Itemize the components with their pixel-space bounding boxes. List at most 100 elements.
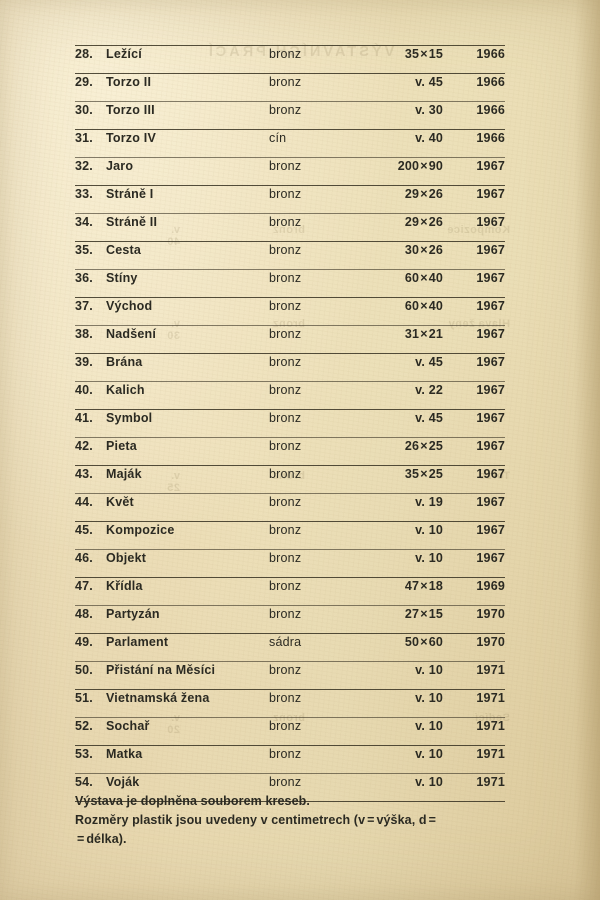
artwork-year: 1966 <box>476 131 505 145</box>
table-row[interactable]: 50. Přistání na Měsíci bronz v. 10 1971 <box>75 662 505 689</box>
artwork-title: Matka <box>106 747 143 761</box>
artwork-year: 1967 <box>476 467 505 481</box>
table-rule <box>75 45 505 46</box>
table-row[interactable]: 30. Torzo III bronz v. 30 1966 <box>75 102 505 129</box>
table-row[interactable]: 38. Nadšení bronz 31×21 1967 <box>75 326 505 353</box>
table-row[interactable]: 42. Pieta bronz 26×25 1967 <box>75 438 505 465</box>
table-row[interactable]: 39. Brána bronz v. 45 1967 <box>75 354 505 381</box>
artwork-material: sádra <box>269 635 302 649</box>
table-row[interactable]: 53. Matka bronz v. 10 1971 <box>75 746 505 773</box>
table-row[interactable]: 44. Květ bronz v. 19 1967 <box>75 494 505 521</box>
artwork-dimensions: 31×21 <box>355 327 443 341</box>
table-rule <box>75 269 505 270</box>
table-row[interactable]: 54. Voják bronz v. 10 1971 <box>75 774 505 801</box>
artwork-title: Přistání na Měsíci <box>106 663 216 677</box>
artwork-material: bronz <box>269 523 302 537</box>
table-row[interactable]: 35. Cesta bronz 30×26 1967 <box>75 242 505 269</box>
artwork-dimensions: 60×40 <box>355 299 443 313</box>
table-row[interactable]: 41. Symbol bronz v. 45 1967 <box>75 410 505 437</box>
row-number: 52. <box>75 719 93 733</box>
table-row[interactable]: 46. Objekt bronz v. 10 1967 <box>75 550 505 577</box>
table-row[interactable]: 34. Stráně II bronz 29×26 1967 <box>75 214 505 241</box>
artwork-material: bronz <box>269 187 302 201</box>
table-row[interactable]: 47. Křídla bronz 47×18 1969 <box>75 578 505 605</box>
table-row[interactable]: 40. Kalich bronz v. 22 1967 <box>75 382 505 409</box>
table-rule <box>75 717 505 718</box>
row-number: 32. <box>75 159 93 173</box>
table-rule <box>75 493 505 494</box>
row-number: 44. <box>75 495 93 509</box>
artwork-title: Stráně I <box>106 187 154 201</box>
artwork-year: 1967 <box>476 523 505 537</box>
artwork-year: 1967 <box>476 271 505 285</box>
artwork-title: Cesta <box>106 243 142 257</box>
artwork-title: Jaro <box>106 159 134 173</box>
artwork-dimensions: 26×25 <box>355 439 443 453</box>
table-row[interactable]: 32. Jaro bronz 200×90 1967 <box>75 158 505 185</box>
artwork-year: 1967 <box>476 159 505 173</box>
artwork-title: Východ <box>106 299 153 313</box>
table-row[interactable]: 52. Sochař bronz v. 10 1971 <box>75 718 505 745</box>
table-row[interactable]: 48. Partyzán bronz 27×15 1970 <box>75 606 505 633</box>
artwork-title: Torzo IV <box>106 131 156 145</box>
table-row[interactable]: 45. Kompozice bronz v. 10 1967 <box>75 522 505 549</box>
table-row[interactable]: 51. Vietnamská žena bronz v. 10 1971 <box>75 690 505 717</box>
dimension-b: 21 <box>428 327 443 341</box>
artwork-title: Torzo II <box>106 75 152 89</box>
artwork-material: bronz <box>269 439 302 453</box>
multiply-icon: × <box>420 215 428 229</box>
artwork-dimensions: 29×26 <box>355 215 443 229</box>
footnote-line-1: Výstava je doplněna souborem kreseb. <box>75 794 310 808</box>
table-row[interactable]: 28. Ležící bronz 35×15 1966 <box>75 46 505 73</box>
dimension-a: 60 <box>404 299 420 313</box>
footnote-line-2-text-b: výška, d <box>376 813 427 827</box>
table-row[interactable]: 31. Torzo IV cín v. 40 1966 <box>75 130 505 157</box>
table-row[interactable]: 33. Stráně I bronz 29×26 1967 <box>75 186 505 213</box>
dimension-b: 90 <box>428 159 443 173</box>
row-number: 34. <box>75 215 93 229</box>
table-rule <box>75 773 505 774</box>
artwork-dimensions: v. 10 <box>415 719 443 733</box>
artwork-year: 1967 <box>476 551 505 565</box>
table-row[interactable]: 36. Stíny bronz 60×40 1967 <box>75 270 505 297</box>
artwork-year: 1970 <box>476 607 505 621</box>
table-rule <box>75 465 505 466</box>
table-rule <box>75 521 505 522</box>
footnote-line-2: Rozměry plastik jsou uvedeny v centimetr… <box>75 811 511 830</box>
dimension-a: 29 <box>404 215 420 229</box>
table-row[interactable]: 29. Torzo II bronz v. 45 1966 <box>75 74 505 101</box>
table-row[interactable]: 37. Východ bronz 60×40 1967 <box>75 298 505 325</box>
equals-sign: = <box>367 813 375 827</box>
multiply-icon: × <box>420 579 428 593</box>
dimension-a: 47 <box>404 579 420 593</box>
artwork-dimensions: 60×40 <box>355 271 443 285</box>
artwork-title: Kalich <box>106 383 145 397</box>
artwork-year: 1971 <box>476 775 505 789</box>
artwork-title: Nadšení <box>106 327 157 341</box>
table-rule <box>75 129 505 130</box>
row-number: 43. <box>75 467 93 481</box>
artwork-year: 1971 <box>476 719 505 733</box>
artwork-year: 1966 <box>476 47 505 61</box>
artwork-dimensions: v. 45 <box>415 355 443 369</box>
dimension-b: 40 <box>428 271 443 285</box>
artwork-title: Vietnamská žena <box>106 691 210 705</box>
artwork-year: 1967 <box>476 187 505 201</box>
table-row[interactable]: 43. Maják bronz 35×25 1967 <box>75 466 505 493</box>
artwork-year: 1967 <box>476 299 505 313</box>
table-row[interactable]: 49. Parlament sádra 50×60 1970 <box>75 634 505 661</box>
row-number: 39. <box>75 355 93 369</box>
artwork-year: 1967 <box>476 355 505 369</box>
row-number: 51. <box>75 691 93 705</box>
artwork-title: Symbol <box>106 411 153 425</box>
artwork-title: Voják <box>106 775 140 789</box>
dimension-a: 35 <box>404 47 420 61</box>
row-number: 41. <box>75 411 93 425</box>
artwork-title: Partyzán <box>106 607 160 621</box>
dimension-a: 200 <box>397 159 420 173</box>
row-number: 36. <box>75 271 93 285</box>
artwork-material: bronz <box>269 75 302 89</box>
artwork-dimensions: v. 30 <box>415 103 443 117</box>
table-rule <box>75 325 505 326</box>
